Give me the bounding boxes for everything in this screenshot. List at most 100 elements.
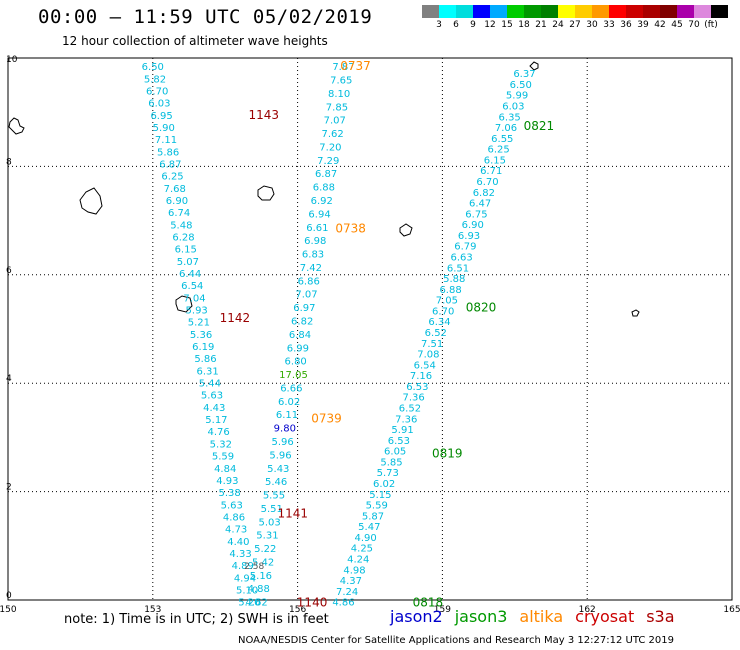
color-swatch-1 [439, 5, 456, 18]
color-swatch-5 [507, 5, 524, 18]
wave-height-value: 6.15 [175, 245, 197, 256]
color-scale-tick: 33 [603, 20, 615, 30]
color-scale-tick: 36 [620, 20, 632, 30]
wave-height-value: 4.37 [340, 576, 362, 587]
color-swatch-2 [456, 5, 473, 18]
color-scale-legend: 3 6 9 12 15 18 21 24 27 30 33 36 39 42 45 70 (ft) [422, 5, 728, 32]
wave-height-value: 6.05 [384, 447, 406, 458]
wave-height-value: 5.38 [218, 488, 240, 499]
color-scale-unit: (ft) [704, 20, 718, 30]
wave-height-value: 6.50 [142, 62, 164, 73]
satellite-jason2: jason2 [390, 607, 443, 626]
pass-time-label: 1143 [249, 108, 280, 122]
wave-height-value: 7.42 [300, 263, 322, 274]
color-swatch-4 [490, 5, 507, 18]
wave-height-value: 6.44 [179, 269, 201, 280]
island-outline [529, 61, 539, 71]
lat-tick-label: 2 [6, 483, 12, 493]
island-outline [79, 187, 103, 215]
wave-height-value: 7.05 [436, 296, 458, 307]
wave-height-value: 5.59 [212, 452, 234, 463]
color-swatch-7 [541, 5, 558, 18]
wave-height-value: 2.58 [244, 562, 264, 572]
lat-tick-label: 10 [6, 55, 18, 65]
wave-height-value: 5.55 [263, 491, 285, 502]
wave-height-value: 6.54 [181, 281, 203, 292]
wave-height-value: 4.94 [234, 573, 256, 584]
color-scale-tick: 27 [569, 20, 581, 30]
wave-height-value: 6.02 [373, 479, 395, 490]
color-scale-tick: 42 [654, 20, 666, 30]
wave-height-value: 6.51 [447, 263, 469, 274]
wave-height-value: 5.16 [250, 571, 272, 582]
wave-height-value: 5.17 [205, 415, 227, 426]
wave-height-value: 6.90 [166, 196, 188, 207]
note-text: note: 1) Time is in UTC; 2) SWH is in fe… [64, 612, 329, 627]
wave-height-value: 5.46 [265, 477, 287, 488]
wave-height-value: 4.25 [351, 544, 373, 555]
island-outline [631, 309, 640, 317]
wave-height-value: 4.89 [232, 561, 254, 572]
color-swatch-8 [558, 5, 575, 18]
wave-height-value: 5.31 [256, 531, 278, 542]
wave-height-value: 5.10 [236, 585, 258, 596]
island-outline [257, 185, 275, 201]
map-frame [7, 57, 733, 601]
color-swatch-6 [524, 5, 541, 18]
pass-time-label: 0821 [524, 119, 555, 133]
lon-tick-label: 156 [289, 605, 306, 615]
color-scale-tick: 70 [688, 20, 700, 30]
wave-height-value: 6.86 [298, 276, 320, 287]
wave-height-value: 6.50 [510, 80, 532, 91]
color-swatch-17 [711, 5, 728, 18]
pass-time-label: 0818 [413, 596, 444, 610]
wave-height-value: 7.62 [321, 129, 343, 140]
wave-height-value: 6.70 [476, 177, 498, 188]
wave-height-value: 5.91 [391, 425, 413, 436]
wave-height-value: 6.31 [197, 366, 219, 377]
color-scale-tick: 45 [671, 20, 683, 30]
wave-height-value: 6.66 [280, 383, 302, 394]
wave-height-value: 5.36 [190, 330, 212, 341]
wave-height-value: 7.68 [164, 184, 186, 195]
wave-height-value: 4.98 [343, 565, 365, 576]
lat-tick-label: 4 [6, 374, 12, 384]
wave-height-value: 6.47 [469, 199, 491, 210]
wave-height-value: 5.21 [188, 318, 210, 329]
wave-height-value: 6.82 [473, 188, 495, 199]
wave-height-value: 6.83 [302, 250, 324, 261]
wave-height-value: 5.32 [210, 439, 232, 450]
island-outline [8, 117, 25, 135]
color-swatch-15 [677, 5, 694, 18]
wave-height-value: 4.73 [225, 525, 247, 536]
wave-height-value: 5.63 [221, 500, 243, 511]
wave-height-value: 6.93 [458, 231, 480, 242]
wave-height-value: 6.82 [291, 316, 313, 327]
wave-height-value: 5.88 [443, 274, 465, 285]
lat-tick-label: 8 [6, 157, 12, 167]
pass-time-label: 0820 [466, 300, 497, 314]
color-scale-tick: 9 [470, 20, 476, 30]
color-scale-tick: 18 [518, 20, 530, 30]
wave-height-value: 7.06 [495, 123, 517, 134]
wave-height-value: 17.05 [279, 370, 308, 381]
wave-height-value: 6.53 [406, 382, 428, 393]
wave-height-value: 5.73 [377, 468, 399, 479]
wave-height-value: 6.70 [432, 306, 454, 317]
wave-height-value: 4.24 [347, 554, 369, 565]
wave-height-value: 7.20 [319, 142, 341, 153]
wave-height-value: 6.71 [480, 166, 502, 177]
wave-height-value: 7.65 [330, 76, 352, 87]
wave-height-value: 7.87 [332, 62, 354, 73]
wave-height-value: 6.98 [304, 236, 326, 247]
wave-height-value: 7.36 [403, 393, 425, 404]
wave-height-value: 4.62 [245, 598, 267, 609]
wave-height-value: 6.79 [454, 242, 476, 253]
wave-height-value: 4.40 [227, 537, 249, 548]
island-outline [175, 295, 193, 313]
wave-height-value: 6.03 [502, 102, 524, 113]
wave-height-value: 6.92 [311, 196, 333, 207]
color-swatch-16 [694, 5, 711, 18]
wave-height-value: 6.90 [462, 220, 484, 231]
